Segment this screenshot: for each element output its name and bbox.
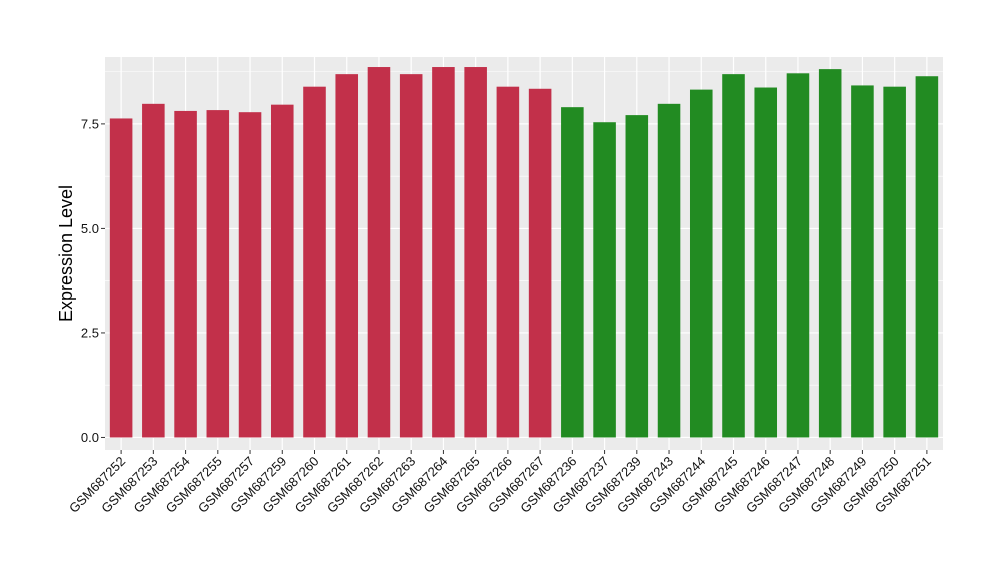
y-tick-label: 0.0 [81, 430, 99, 445]
bar-GSM687236 [561, 107, 584, 438]
y-axis: 0.0 2.5 5.0 7.5 [81, 116, 105, 445]
y-tick-label: 2.5 [81, 325, 99, 340]
bar-GSM687261 [335, 74, 359, 438]
y-tick-label: 5.0 [81, 221, 99, 236]
bar-GSM687264 [432, 67, 455, 438]
bar-GSM687253 [142, 103, 165, 438]
bar-GSM687239 [625, 115, 649, 438]
bar-GSM687246 [754, 87, 778, 438]
bar-GSM687266 [496, 86, 520, 438]
bar-GSM687237 [593, 122, 616, 438]
x-axis: GSM687252GSM687253GSM687254GSM687255GSM6… [66, 450, 934, 516]
bar-GSM687249 [851, 85, 874, 438]
bar-GSM687251 [915, 76, 939, 438]
bar-GSM687263 [399, 74, 423, 438]
plot-panel [105, 57, 943, 450]
y-tick-label: 7.5 [81, 116, 99, 131]
bars-group [109, 67, 939, 438]
bar-GSM687257 [238, 112, 262, 438]
bar-GSM687243 [657, 103, 681, 438]
bar-GSM687248 [818, 69, 842, 438]
y-axis-title: Expression Level [56, 185, 76, 322]
bar-GSM687259 [270, 104, 294, 438]
bar-GSM687254 [174, 110, 197, 438]
bar-GSM687247 [786, 73, 810, 438]
bar-GSM687267 [528, 88, 552, 438]
bar-GSM687265 [464, 67, 487, 438]
bar-GSM687255 [206, 110, 230, 438]
bar-GSM687244 [689, 89, 713, 438]
bar-GSM687252 [109, 118, 133, 438]
bar-GSM687262 [367, 67, 391, 438]
bar-GSM687260 [303, 86, 326, 438]
bar-GSM687245 [722, 74, 745, 438]
bar-GSM687250 [883, 86, 906, 438]
